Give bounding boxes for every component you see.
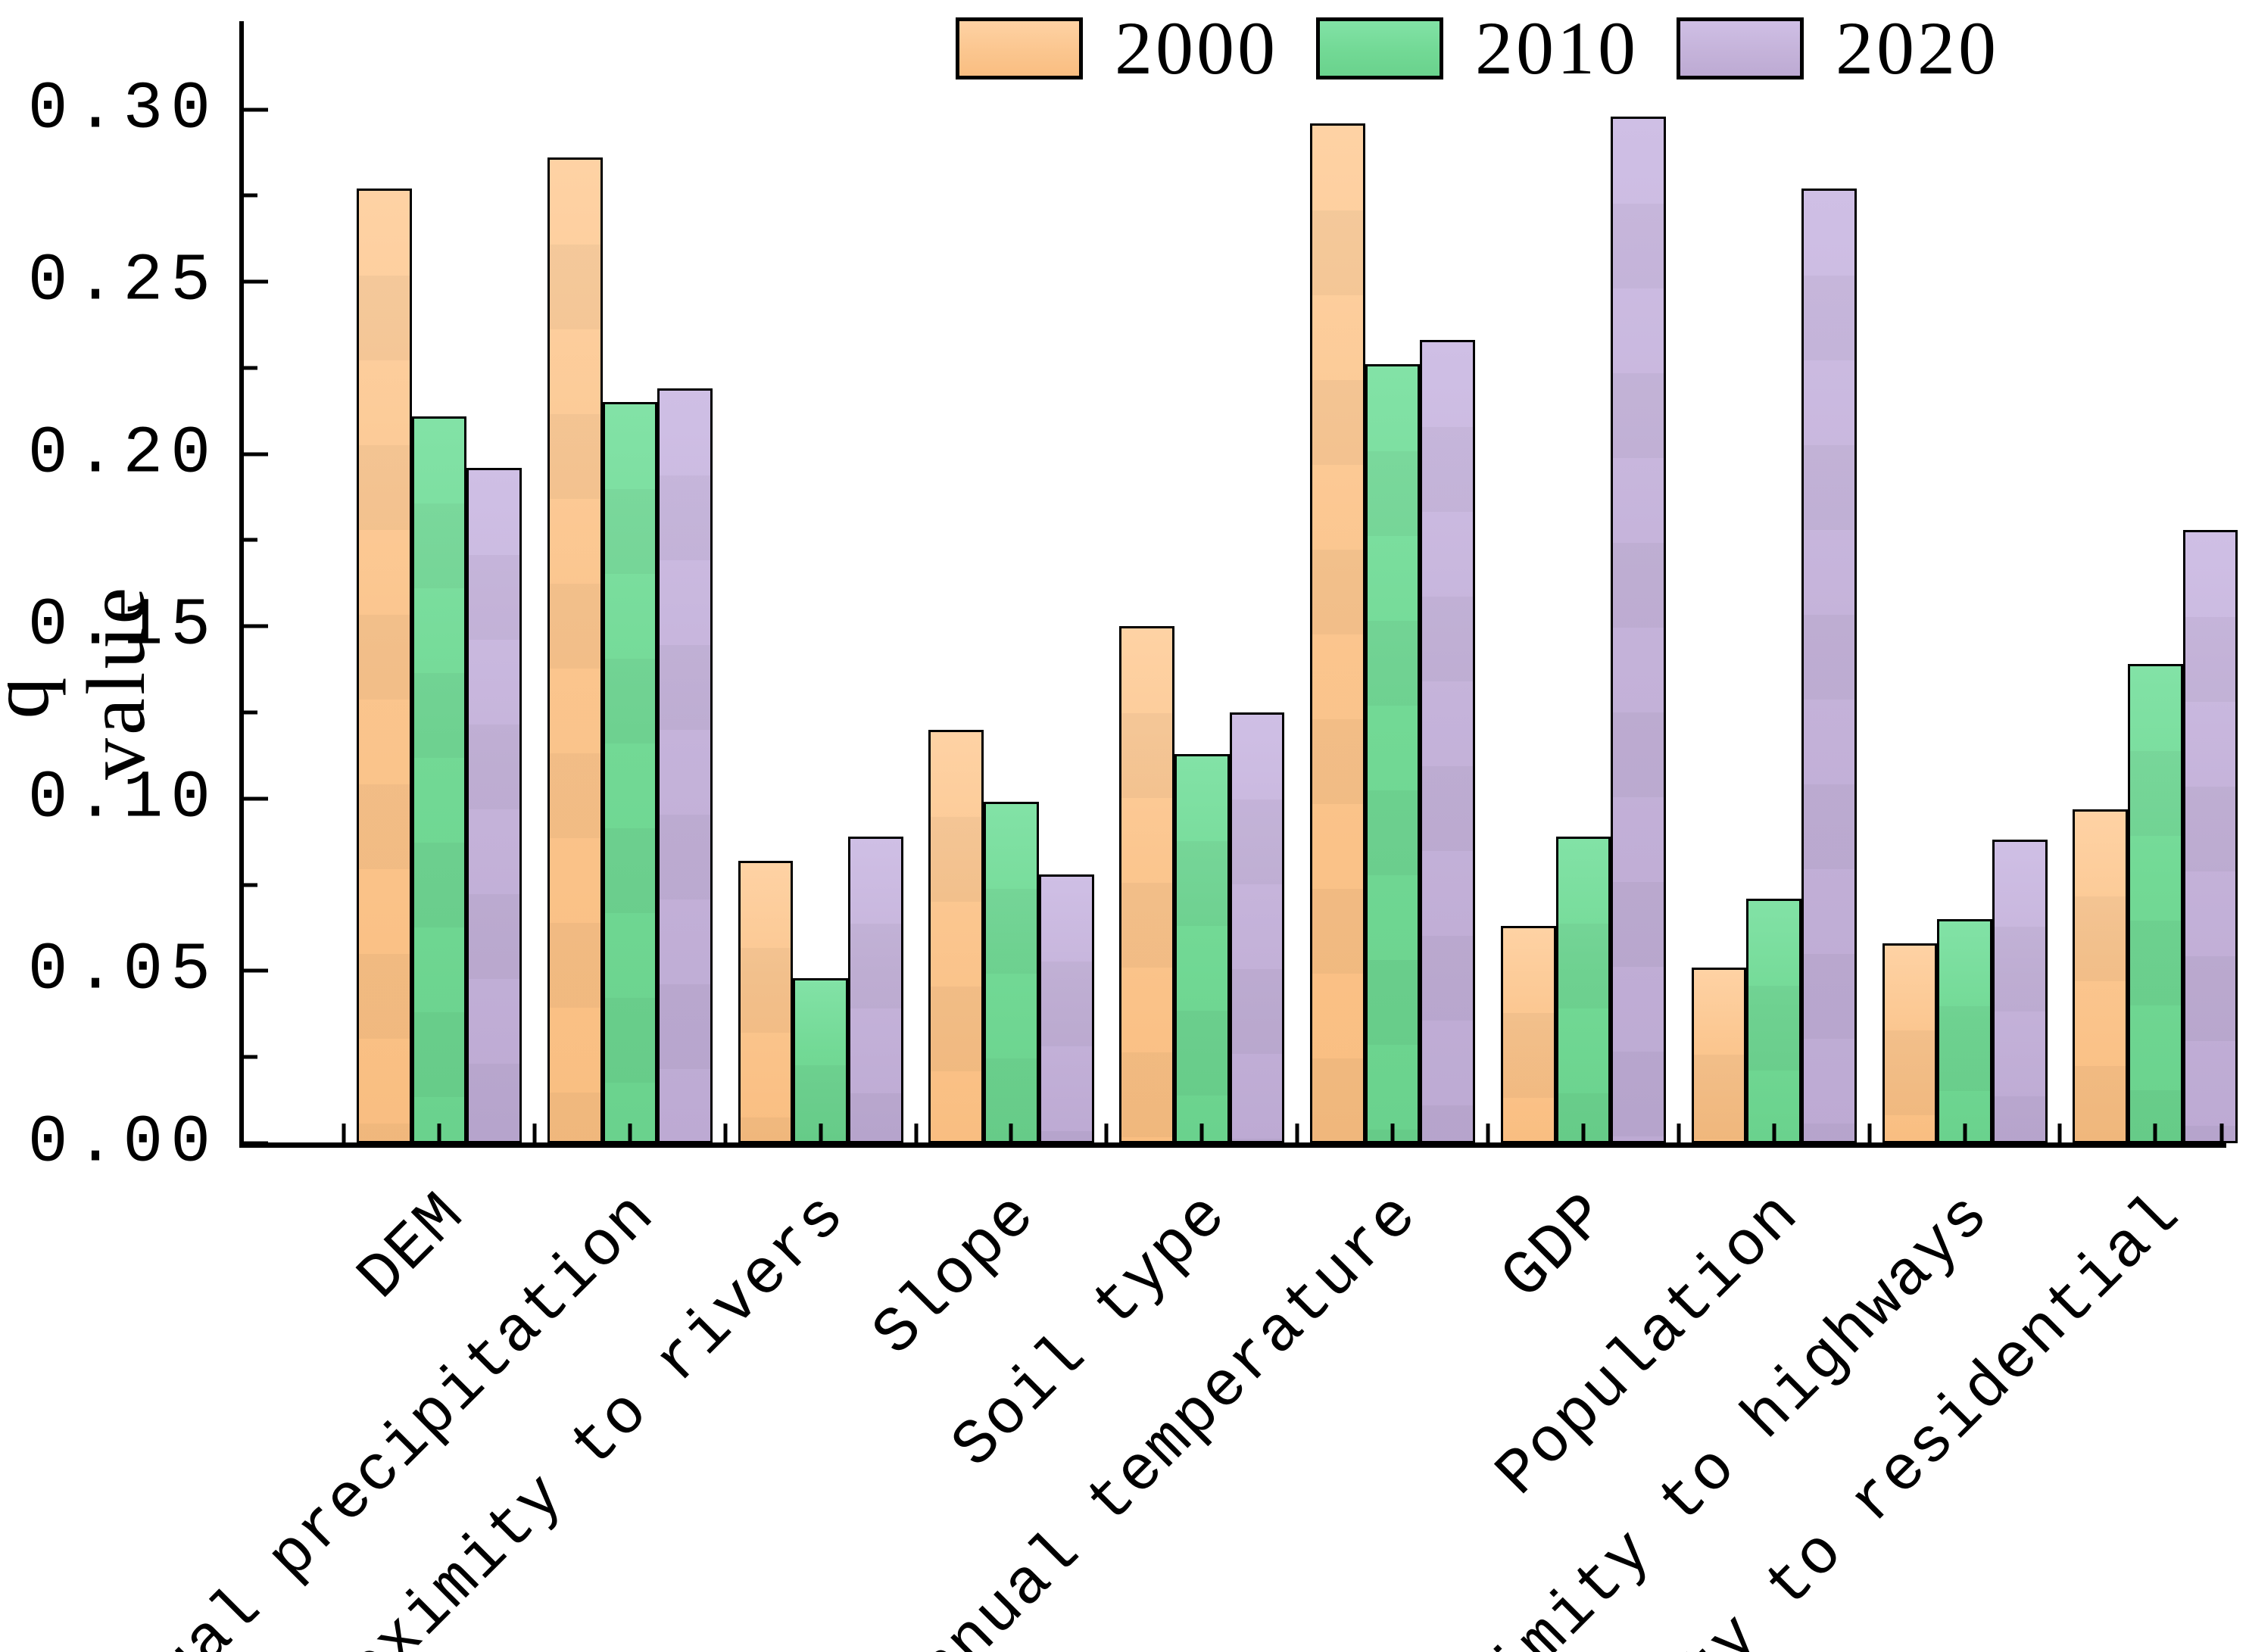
bar-2020-soil-type	[1229, 712, 1285, 1143]
x-center-tick-annual-precipitation	[628, 1124, 632, 1143]
bar-2020-slope	[1038, 874, 1094, 1143]
bar-2010-dem	[411, 416, 467, 1143]
x-boundary-tick	[1677, 1124, 1681, 1143]
y-major-tick-0.05	[244, 968, 268, 973]
legend-item-2010: 2010	[1316, 11, 1639, 86]
bar-2020-proximity-to-rivers	[848, 836, 903, 1143]
x-category-label-slope: Slope	[860, 1180, 1052, 1371]
bar-2020-dem	[466, 467, 522, 1143]
plot-area	[239, 21, 2238, 1148]
x-center-tick-proximity-to-residential	[2153, 1124, 2157, 1143]
x-center-tick-population	[1772, 1124, 1776, 1143]
y-tick-label-0.05: 0.05	[27, 933, 218, 1008]
y-major-tick-0.20	[244, 452, 268, 457]
legend-swatch-2000	[956, 17, 1083, 79]
y-major-tick-0.10	[244, 796, 268, 801]
y-tick-label-0.30: 0.30	[27, 72, 218, 148]
y-minor-tick	[244, 538, 257, 542]
bar-2020-population	[1801, 189, 1857, 1143]
x-center-tick-slope	[1009, 1124, 1013, 1143]
bar-2000-dem	[357, 189, 412, 1143]
legend-item-2020: 2020	[1677, 11, 1999, 86]
x-center-tick-annual-temperature	[1390, 1124, 1395, 1143]
x-center-tick-soil-type	[1199, 1124, 1204, 1143]
y-minor-tick	[244, 883, 257, 887]
y-minor-tick	[244, 366, 257, 370]
bar-2010-annual-temperature	[1365, 364, 1421, 1143]
y-tick-label-0.00: 0.00	[27, 1105, 218, 1181]
x-boundary-tick	[1486, 1124, 1490, 1143]
y-axis-spine	[239, 21, 244, 1143]
bar-2000-annual-precipitation	[547, 157, 603, 1143]
x-category-label-gdp: GDP	[1488, 1180, 1624, 1315]
x-boundary-tick	[1867, 1124, 1872, 1143]
bar-2020-gdp	[1611, 116, 1666, 1143]
y-tick-label-0.10: 0.10	[27, 761, 218, 837]
y-major-tick-0.30	[244, 108, 268, 112]
y-minor-tick	[244, 710, 257, 715]
y-major-tick-0.15	[244, 624, 268, 628]
bar-2000-gdp	[1500, 926, 1556, 1143]
bar-2020-proximity-to-residential	[2182, 529, 2238, 1143]
bar-2020-annual-precipitation	[657, 388, 713, 1143]
bar-2010-slope	[984, 802, 1039, 1143]
x-boundary-tick	[723, 1124, 728, 1143]
x-center-tick-proximity-to-highways	[1963, 1124, 1967, 1143]
legend-label-2010: 2010	[1475, 6, 1639, 90]
bar-2000-soil-type	[1119, 626, 1174, 1143]
x-boundary-tick	[1295, 1124, 1299, 1143]
x-center-tick-dem	[437, 1124, 441, 1143]
bar-2000-proximity-to-residential	[2073, 809, 2128, 1143]
x-category-label-dem: DEM	[344, 1180, 480, 1315]
y-tick-label-0.15: 0.15	[27, 588, 218, 664]
bar-2010-gdp	[1555, 836, 1611, 1143]
x-boundary-tick	[914, 1124, 919, 1143]
bar-2010-population	[1746, 898, 1802, 1143]
x-axis-line	[239, 1142, 2226, 1148]
x-boundary-tick	[532, 1124, 537, 1143]
legend-swatch-2020	[1677, 17, 1804, 79]
bar-2000-annual-temperature	[1310, 123, 1365, 1143]
bar-2000-slope	[928, 729, 984, 1143]
legend: 2000 2010 2020	[956, 11, 1999, 86]
x-center-tick-gdp	[1581, 1124, 1586, 1143]
bar-2010-annual-precipitation	[602, 402, 658, 1143]
y-major-tick-0.00	[244, 1141, 268, 1145]
bar-2010-proximity-to-rivers	[793, 977, 848, 1143]
y-minor-tick	[244, 193, 257, 198]
x-boundary-tick	[2057, 1124, 2062, 1143]
bar-2020-annual-temperature	[1420, 340, 1476, 1143]
y-major-tick-0.25	[244, 279, 268, 284]
y-tick-label-0.25: 0.25	[27, 244, 218, 319]
bar-2010-soil-type	[1174, 753, 1230, 1143]
legend-label-2020: 2020	[1836, 6, 1999, 90]
legend-item-2000: 2000	[956, 11, 1278, 86]
bar-2010-proximity-to-residential	[2128, 664, 2183, 1143]
x-boundary-tick	[342, 1124, 346, 1143]
bar-2010-proximity-to-highways	[1937, 919, 1992, 1143]
bar-2000-proximity-to-highways	[1882, 943, 1938, 1143]
bar-2000-proximity-to-rivers	[738, 860, 794, 1143]
x-axis-end-tick	[2219, 1124, 2224, 1143]
legend-swatch-2010	[1316, 17, 1443, 79]
bar-2020-proximity-to-highways	[1992, 840, 2048, 1143]
x-center-tick-proximity-to-rivers	[819, 1124, 823, 1143]
x-boundary-tick	[1104, 1124, 1109, 1143]
y-minor-tick	[244, 1055, 257, 1059]
y-tick-label-0.20: 0.20	[27, 416, 218, 492]
bar-2000-population	[1691, 967, 1747, 1143]
legend-label-2000: 2000	[1115, 6, 1278, 90]
